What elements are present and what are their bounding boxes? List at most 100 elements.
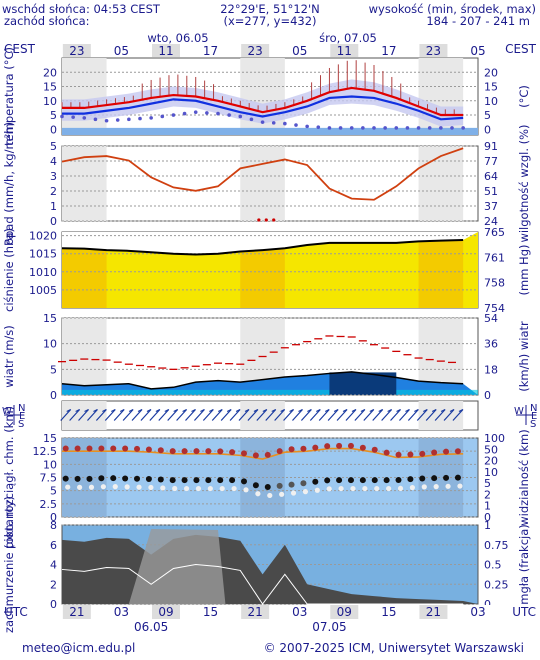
perceived-temp-point bbox=[383, 126, 387, 130]
hour-tick-top: 11 bbox=[158, 44, 173, 58]
wind-barb bbox=[407, 409, 419, 421]
wind-barb bbox=[220, 409, 232, 421]
y-tick-label-right: 5 bbox=[484, 477, 491, 490]
perceived-temp-point bbox=[60, 114, 64, 119]
y-tick-label: 1010 bbox=[29, 266, 57, 279]
wind-strong-block bbox=[329, 372, 397, 395]
wind-barb bbox=[416, 409, 428, 421]
y-tick-label-right: 0 bbox=[484, 389, 491, 402]
visibility-point bbox=[172, 485, 178, 492]
visibility-point bbox=[255, 491, 261, 497]
night-band bbox=[62, 401, 107, 430]
visibility-point bbox=[195, 485, 202, 492]
wind-barb bbox=[423, 408, 428, 413]
visibility-point bbox=[88, 484, 95, 490]
cloud-base-point bbox=[157, 476, 164, 483]
visibility-point bbox=[350, 485, 356, 492]
y-axis-label: wiatr (m/s) bbox=[2, 325, 16, 388]
hour-cell-top bbox=[374, 44, 403, 57]
wind-barb bbox=[217, 408, 223, 413]
y-tick-label: 5 bbox=[50, 363, 57, 376]
footer-copyright: © 2007-2025 ICM, Uniwersytet Warszawski bbox=[264, 641, 524, 655]
cloud-top-point bbox=[217, 448, 224, 455]
pressure-sky bbox=[62, 232, 478, 255]
y-axis-label: zachmurzenie (oktanty) bbox=[2, 496, 16, 633]
wind-barb bbox=[95, 409, 107, 421]
wind-barb bbox=[440, 408, 446, 413]
wind-barb bbox=[345, 409, 357, 421]
hour-cell-top bbox=[62, 44, 91, 57]
timezone-top: CEST bbox=[4, 42, 36, 56]
y-tick-label-right: 18 bbox=[484, 363, 498, 376]
elevation-values: 184 - 207 - 241 m bbox=[426, 14, 530, 28]
cloud-top-point bbox=[264, 451, 271, 458]
wind-barb bbox=[122, 409, 134, 421]
hour-tick-top: 05 bbox=[114, 44, 129, 58]
hour-tick-top: 17 bbox=[381, 44, 396, 58]
hour-cell-bottom bbox=[241, 605, 270, 619]
hour-cell-bottom bbox=[152, 605, 180, 619]
wind-barb bbox=[381, 409, 393, 421]
cloud-top-point bbox=[229, 449, 236, 456]
wind-barb bbox=[262, 408, 268, 413]
precip-marker bbox=[272, 218, 276, 222]
visibility-point bbox=[183, 485, 190, 492]
wind-barb bbox=[200, 408, 205, 413]
hour-cell-top bbox=[152, 44, 180, 57]
visibility-point bbox=[231, 485, 237, 492]
hour-cell-top bbox=[196, 44, 225, 57]
perceived-temp-point bbox=[305, 124, 309, 129]
wind-barb bbox=[60, 409, 72, 421]
wind-barb bbox=[69, 409, 81, 421]
perceived-temp-point bbox=[216, 111, 220, 116]
wind-barb bbox=[369, 408, 375, 413]
y-tick-label: 3 bbox=[50, 170, 57, 183]
cloud-base-point bbox=[324, 477, 331, 484]
footer-email: meteo@icm.edu.pl bbox=[22, 641, 135, 655]
compass-letter: N bbox=[18, 403, 25, 414]
cloud-base-point bbox=[431, 475, 438, 482]
cloud-top-point bbox=[157, 447, 164, 454]
perceived-temp-point bbox=[115, 118, 120, 122]
wind-barb bbox=[84, 408, 89, 413]
y-tick-label: 15 bbox=[43, 432, 57, 445]
wind-barb bbox=[318, 409, 330, 421]
y-tick-label-right: 0 bbox=[484, 598, 491, 611]
hour-tick-bottom: 21 bbox=[69, 605, 84, 619]
wind-barb bbox=[173, 408, 178, 413]
y-tick-label-right: 20 bbox=[484, 455, 498, 468]
y-tick-label-right: 37 bbox=[484, 200, 498, 213]
perceived-temp-point bbox=[93, 117, 98, 122]
hour-cell-top bbox=[241, 44, 270, 57]
cloud-base-point bbox=[252, 482, 259, 489]
cloud-base-point bbox=[241, 478, 247, 485]
wind-barb bbox=[87, 409, 98, 421]
cloud-top-point bbox=[169, 448, 176, 455]
y-tick-label: 20 bbox=[43, 66, 57, 79]
wind-barb bbox=[131, 409, 143, 421]
precip-marker bbox=[257, 218, 261, 222]
wind-barb bbox=[235, 408, 241, 413]
visibility-point bbox=[219, 485, 225, 492]
y-tick-label: 5 bbox=[50, 140, 57, 153]
hour-tick-top: 05 bbox=[292, 44, 307, 58]
hour-tick-bottom: 21 bbox=[248, 605, 263, 619]
cloud-top-point bbox=[193, 448, 200, 455]
cloud-base-point bbox=[371, 477, 378, 484]
timezone-bottom: UTC bbox=[4, 605, 28, 619]
perceived-temp-point bbox=[205, 111, 209, 115]
y-tick-label-right: 0.75 bbox=[484, 539, 509, 552]
y-axis-label-right: mgła (frakcja) bbox=[517, 524, 531, 605]
wind-barb bbox=[431, 408, 437, 413]
wind-barb bbox=[229, 409, 241, 421]
wind-barb bbox=[113, 409, 125, 421]
hour-cell-top bbox=[330, 44, 359, 57]
wind-barb bbox=[75, 408, 80, 413]
wind-barb bbox=[300, 409, 312, 421]
cloud-top-point bbox=[145, 446, 152, 453]
visibility-point bbox=[409, 484, 415, 491]
visibility-point bbox=[148, 484, 154, 491]
sunset-text: zachód słońca: bbox=[4, 14, 90, 28]
hour-tick-top: 11 bbox=[337, 44, 352, 58]
